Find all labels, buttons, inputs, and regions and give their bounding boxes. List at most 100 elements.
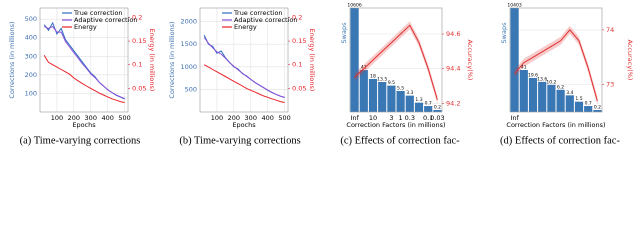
- y-axis-label: Swaps: [340, 22, 348, 44]
- bar-value-label: 3.3: [406, 90, 413, 96]
- series-line: [203, 64, 285, 103]
- x-tick-label: 100: [211, 114, 223, 122]
- y2-axis-label: Energy (in millions): [148, 29, 156, 92]
- x-axis-label: Epochs: [72, 121, 96, 129]
- x-tick-label: 0.3: [405, 114, 415, 122]
- x-tick-label: 1: [399, 114, 403, 122]
- legend-label: Adaptive correction: [234, 16, 298, 24]
- caption: (b) Time-varying corrections: [179, 135, 300, 146]
- bar-value-label: 41: [361, 65, 367, 71]
- bar-value-label: 9.5: [388, 80, 395, 86]
- bar-value-label: 5.5: [397, 85, 404, 91]
- accuracy-line: [354, 24, 438, 101]
- bar: [584, 106, 593, 112]
- y2-axis-label: Accuracy(%): [466, 40, 474, 81]
- y2-tick-label: 94.2: [446, 99, 460, 107]
- y-tick-label: 500: [25, 15, 37, 23]
- bar: [405, 95, 414, 112]
- y2-tick-label: 73: [606, 81, 614, 89]
- bar-value-label: 0.7: [425, 101, 432, 107]
- series-line: [44, 25, 125, 100]
- y-tick-label: 2000: [180, 18, 197, 26]
- legend-label: True correction: [233, 9, 283, 17]
- y-tick-label: 200: [25, 71, 37, 79]
- y2-tick-label: 74: [606, 26, 614, 34]
- y2-tick-label: 0.05: [292, 84, 306, 92]
- y-axis-label: Corrections (in millions): [168, 21, 176, 98]
- accuracy-band: [354, 21, 438, 104]
- series-line: [43, 21, 125, 100]
- y2-tick-label: 94.6: [446, 30, 460, 38]
- x-axis-label: Correction Factors (in millions): [506, 121, 605, 129]
- x-tick-label: 300: [85, 114, 97, 122]
- x-tick-label: 0.03: [430, 114, 444, 122]
- accuracy-line: [514, 29, 598, 102]
- bar: [350, 8, 359, 112]
- legend-label: Adaptive correction: [74, 16, 138, 24]
- legend-label: True correction: [73, 9, 123, 17]
- y2-axis-label: Energy (in millions): [308, 29, 316, 92]
- x-tick-label: 100: [51, 114, 63, 122]
- bar-value-label: 0.2: [594, 104, 601, 110]
- plot-frame: [509, 7, 603, 113]
- y2-tick-label: 0.05: [132, 84, 146, 92]
- page: {"chart_data": [ {"type": "line", "capti…: [8, 2, 634, 147]
- x-tick-label: 500: [118, 114, 130, 122]
- bar-value-label: 10.2: [546, 79, 556, 85]
- x-tick-label: Inf: [510, 114, 519, 122]
- bar: [359, 70, 368, 112]
- bar: [547, 84, 556, 112]
- bar-value-label: 10403: [507, 3, 521, 9]
- x-tick-label: 3: [389, 114, 393, 122]
- y2-tick-label: 0.2: [292, 13, 302, 21]
- bar-value-label: 10606: [347, 3, 361, 9]
- bar: [519, 69, 528, 112]
- plot-frame: [199, 7, 289, 113]
- bar: [593, 109, 602, 112]
- bar: [556, 89, 565, 112]
- bar: [424, 106, 433, 112]
- bar: [414, 102, 424, 112]
- plot-frame: [349, 7, 443, 113]
- bar-value-label: 1.3: [415, 97, 422, 103]
- x-tick-label: 400: [101, 114, 113, 122]
- caption: (c) Effects of correction fac-: [340, 135, 460, 146]
- x-axis-label: Epochs: [232, 121, 256, 129]
- bar: [528, 77, 538, 112]
- x-tick-label: 400: [261, 114, 273, 122]
- y-tick-label: 500: [185, 85, 197, 93]
- bar: [378, 81, 387, 112]
- x-tick-label: 200: [228, 114, 240, 122]
- bar: [368, 78, 378, 112]
- y2-tick-label: 0.1: [292, 61, 302, 69]
- y-axis-label: Corrections (in millions): [8, 21, 16, 98]
- x-tick-label: Inf: [350, 114, 359, 122]
- figure: 100 200 300 400 500 100 200 300 400 500 0.05 0.1 0.1…: [8, 3, 634, 147]
- series-line: [203, 37, 285, 98]
- y2-tick-label: 0.15: [292, 37, 306, 45]
- bar-value-label: 41: [521, 64, 527, 70]
- bar-value-label: 13.5: [377, 76, 387, 82]
- bar: [538, 81, 547, 112]
- bar-value-label: 6.2: [557, 84, 564, 90]
- y-tick-label: 100: [25, 89, 37, 97]
- y-tick-label: 300: [25, 52, 37, 60]
- bar: [387, 85, 396, 112]
- bar: [574, 101, 584, 112]
- accuracy-band: [514, 25, 598, 106]
- y-axis-label: Swaps: [500, 22, 508, 44]
- y-tick-label: 1000: [180, 63, 197, 71]
- bar-value-label: 19.6: [528, 72, 538, 78]
- plot-frame: [39, 7, 129, 113]
- bar-value-label: 13.6: [537, 76, 547, 82]
- x-tick-label: 300: [245, 114, 257, 122]
- bar-value-label: 18: [370, 73, 376, 79]
- x-axis-label: Correction Factors (in millions): [346, 121, 445, 129]
- y-tick-label: 400: [25, 34, 37, 42]
- y2-tick-label: 0.1: [132, 61, 142, 69]
- x-tick-label: 500: [278, 114, 290, 122]
- legend-label: Energy: [74, 23, 97, 31]
- bar: [433, 109, 442, 112]
- y2-tick-label: 0.15: [132, 37, 146, 45]
- bar-value-label: 1.5: [575, 96, 582, 102]
